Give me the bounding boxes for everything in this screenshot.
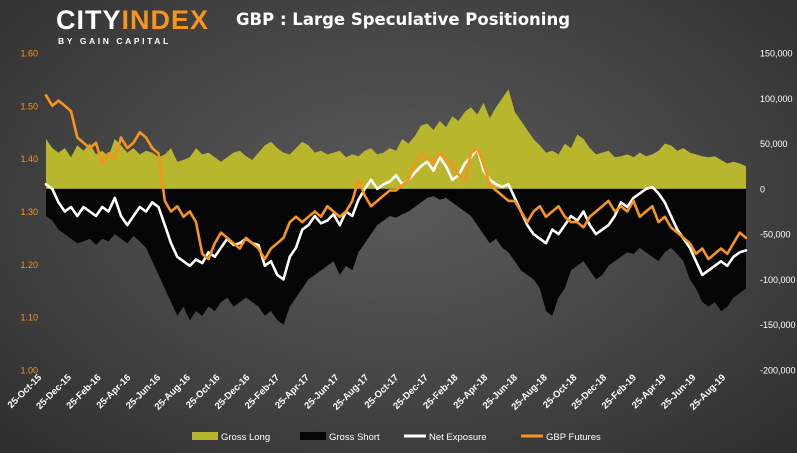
left-axis-tick-label: 1.30 <box>20 207 38 217</box>
left-axis: 1.00 1.10 1.20 1.30 1.40 1.50 1.60 <box>20 49 38 376</box>
gbp-futures-line <box>44 94 748 261</box>
area-layer <box>46 89 746 325</box>
right-axis: -200,000 -150,000 -100,000 -50,000 0 50,000 10… <box>760 49 796 376</box>
left-axis-tick-label: 1.00 <box>20 366 38 376</box>
net-exposure-line <box>44 146 748 281</box>
left-axis-tick-label: 1.10 <box>20 313 38 323</box>
left-axis-tick-label: 1.20 <box>20 260 38 270</box>
x-axis: 25-Oct-1525-Dec-1525-Feb-1625-Apr-1625-J… <box>6 372 728 413</box>
cityindex-logo: CITYINDEX BY GAIN CAPITAL <box>56 7 226 47</box>
chart-title: GBP : Large Speculative Positioning <box>236 10 571 29</box>
left-axis-tick-label: 1.40 <box>20 154 38 164</box>
right-axis-tick-label: -100,000 <box>760 275 796 285</box>
left-axis-tick-label: 1.50 <box>20 101 38 111</box>
logo-tagline: BY GAIN CAPITAL <box>58 36 171 46</box>
logo-wordmark: CITYINDEX <box>56 7 226 34</box>
legend: Gross Long Gross Short Net Exposure GBP Fut… <box>192 432 601 443</box>
legend-label: GBP Futures <box>546 432 601 443</box>
legend-swatch <box>192 432 218 440</box>
legend-gbp-futures: GBP Futures <box>521 432 601 443</box>
logo-index: INDEX <box>121 5 210 35</box>
right-axis-tick-label: -150,000 <box>760 320 796 330</box>
right-axis-tick-label: 50,000 <box>760 139 788 149</box>
legend-label: Gross Short <box>329 432 380 443</box>
legend-gross-short: Gross Short <box>300 432 380 443</box>
legend-label: Gross Long <box>221 432 270 443</box>
right-axis-tick-label: -50,000 <box>760 230 791 240</box>
logo-city: CITY <box>56 5 122 35</box>
legend-gross-long: Gross Long <box>192 432 270 443</box>
left-axis-tick-label: 1.60 <box>20 49 38 59</box>
right-axis-tick-label: 100,000 <box>760 94 793 104</box>
right-axis-tick-label: 0 <box>760 184 765 194</box>
legend-label: Net Exposure <box>429 432 487 443</box>
right-axis-tick-label: -200,000 <box>760 366 796 376</box>
right-axis-tick-label: 150,000 <box>760 49 793 59</box>
legend-net-exposure: Net Exposure <box>404 432 487 443</box>
legend-swatch <box>300 432 326 440</box>
line-layer <box>44 94 748 281</box>
gross-long-area <box>46 89 746 189</box>
gross-short-area <box>46 188 746 325</box>
